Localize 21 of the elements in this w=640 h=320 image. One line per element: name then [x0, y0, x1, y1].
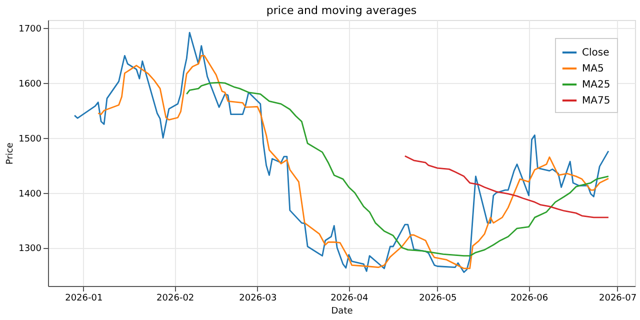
legend-label: MA5 [582, 64, 604, 74]
y-tick-label: 1600 [18, 80, 42, 90]
chart-title: price and moving averages [266, 4, 417, 17]
x-tick-label: 2026-05 [419, 294, 457, 304]
line-series [404, 155, 610, 218]
x-tick-label: 2026-01 [65, 294, 103, 304]
x-tick-label: 2026-07 [598, 294, 637, 304]
line-series [186, 82, 610, 257]
y-axis-title: Price [6, 142, 16, 164]
y-tick-label: 1300 [18, 244, 42, 254]
x-tick-label: 2026-06 [510, 294, 548, 304]
x-axis-title: Date [331, 306, 354, 316]
legend-label: Close [582, 48, 610, 58]
y-tick-label: 1500 [18, 134, 42, 144]
x-tick-label: 2026-03 [239, 294, 277, 304]
legend-label: MA25 [582, 80, 610, 90]
legend-label: MA75 [582, 96, 610, 106]
x-tick-label: 2026-02 [156, 294, 194, 304]
y-tick-label: 1700 [18, 24, 42, 35]
y-tick-label: 1400 [18, 189, 42, 200]
x-tick-label: 2026-04 [330, 294, 368, 304]
